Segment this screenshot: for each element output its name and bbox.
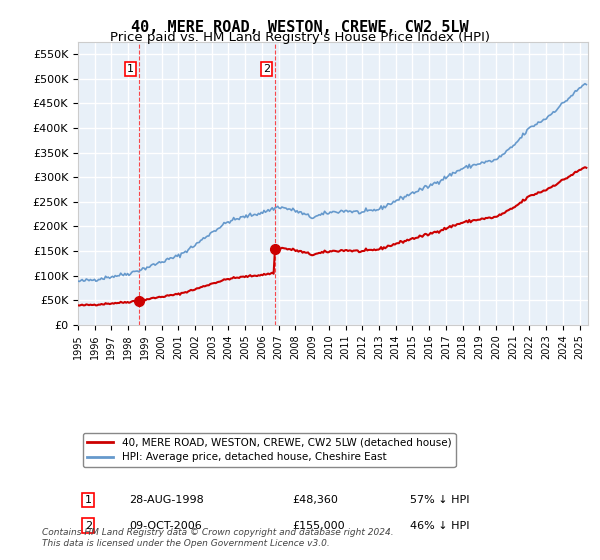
Text: 57% ↓ HPI: 57% ↓ HPI	[409, 495, 469, 505]
Text: 1: 1	[85, 495, 92, 505]
Text: 46% ↓ HPI: 46% ↓ HPI	[409, 521, 469, 530]
Text: 2: 2	[263, 64, 270, 74]
Text: 28-AUG-1998: 28-AUG-1998	[129, 495, 204, 505]
Text: £48,360: £48,360	[292, 495, 338, 505]
Text: 2: 2	[85, 521, 92, 530]
Text: Price paid vs. HM Land Registry's House Price Index (HPI): Price paid vs. HM Land Registry's House …	[110, 31, 490, 44]
Text: £155,000: £155,000	[292, 521, 345, 530]
Legend: 40, MERE ROAD, WESTON, CREWE, CW2 5LW (detached house), HPI: Average price, deta: 40, MERE ROAD, WESTON, CREWE, CW2 5LW (d…	[83, 433, 455, 466]
Text: 09-OCT-2006: 09-OCT-2006	[129, 521, 202, 530]
Text: Contains HM Land Registry data © Crown copyright and database right 2024.
This d: Contains HM Land Registry data © Crown c…	[42, 528, 394, 548]
Text: 40, MERE ROAD, WESTON, CREWE, CW2 5LW: 40, MERE ROAD, WESTON, CREWE, CW2 5LW	[131, 20, 469, 35]
Text: 1: 1	[127, 64, 134, 74]
